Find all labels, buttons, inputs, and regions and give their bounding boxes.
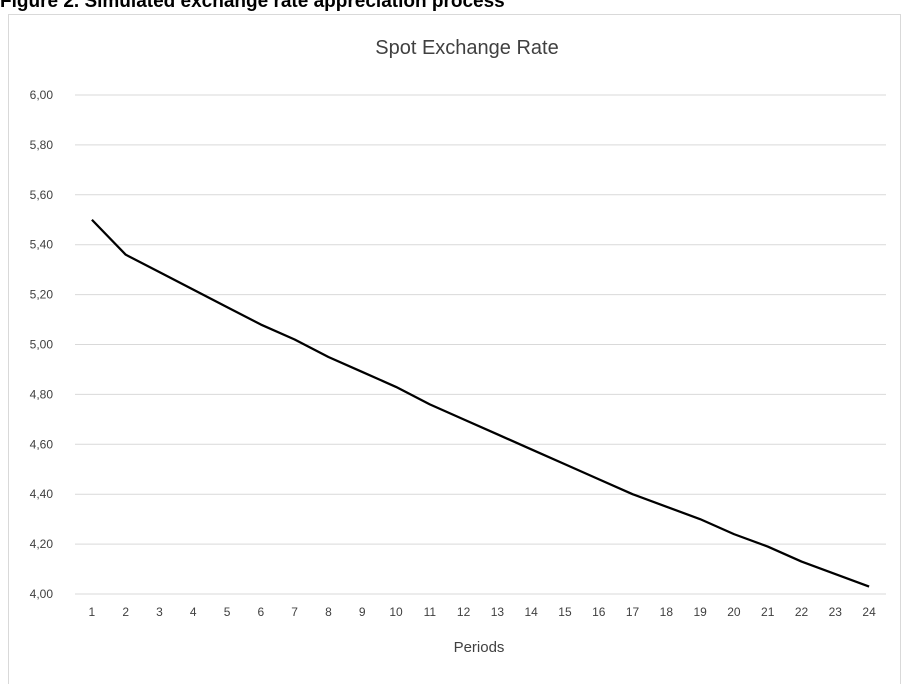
- figure-caption: Figure 2. Simulated exchange rate apprec…: [0, 0, 505, 12]
- chart-frame: [8, 14, 901, 684]
- x-tick-label: 18: [660, 605, 674, 619]
- x-tick-label: 21: [761, 605, 775, 619]
- x-tick-label: 5: [224, 605, 231, 619]
- x-tick-label: 6: [258, 605, 265, 619]
- y-tick-label: 4,60: [30, 437, 54, 451]
- x-tick-label: 15: [558, 605, 572, 619]
- x-tick-labels: 1 2 3 4 5 6 7 8 9 10 11 12 13 14 15 16 17 18 19 20 21 22 23 24: [89, 605, 877, 619]
- x-tick-label: 11: [424, 605, 437, 619]
- series-line: [91, 218, 870, 588]
- y-tick-label: 5,80: [30, 138, 54, 152]
- x-axis-label: Periods: [454, 639, 505, 656]
- y-tick-label: 5,20: [30, 288, 54, 302]
- x-tick-label: 16: [592, 605, 606, 619]
- y-tick-label: 4,40: [30, 487, 54, 501]
- x-tick-label: 10: [389, 605, 403, 619]
- x-tick-label: 20: [727, 605, 741, 619]
- y-tick-label: 5,40: [30, 238, 54, 252]
- y-tick-labels: 4,00 4,20 4,40 4,60 4,80 5,00 5,20 5,40 5,60 5,80…: [30, 88, 54, 601]
- y-tick-label: 4,80: [30, 387, 54, 401]
- x-tick-label: 22: [795, 605, 809, 619]
- x-tick-label: 24: [862, 605, 876, 619]
- x-tick-label: 2: [122, 605, 129, 619]
- y-tick-label: 5,00: [30, 338, 54, 352]
- x-tick-label: 12: [457, 605, 471, 619]
- x-tick-label: 1: [89, 605, 96, 619]
- x-tick-label: 19: [693, 605, 707, 619]
- chart-title: Spot Exchange Rate: [375, 37, 558, 59]
- y-tick-label: 4,20: [30, 537, 54, 551]
- y-tick-label: 5,60: [30, 188, 54, 202]
- x-tick-label: 9: [359, 605, 366, 619]
- x-tick-label: 17: [626, 605, 640, 619]
- x-tick-label: 7: [291, 605, 298, 619]
- x-tick-label: 14: [525, 605, 539, 619]
- y-tick-label: 6,00: [30, 88, 54, 102]
- gridlines: [75, 94, 886, 595]
- x-tick-label: 4: [190, 605, 197, 619]
- y-tick-label: 4,00: [30, 587, 54, 601]
- x-tick-label: 8: [325, 605, 332, 619]
- x-tick-label: 13: [491, 605, 505, 619]
- series-group: [91, 218, 870, 588]
- x-tick-label: 23: [829, 605, 843, 619]
- x-tick-label: 3: [156, 605, 163, 619]
